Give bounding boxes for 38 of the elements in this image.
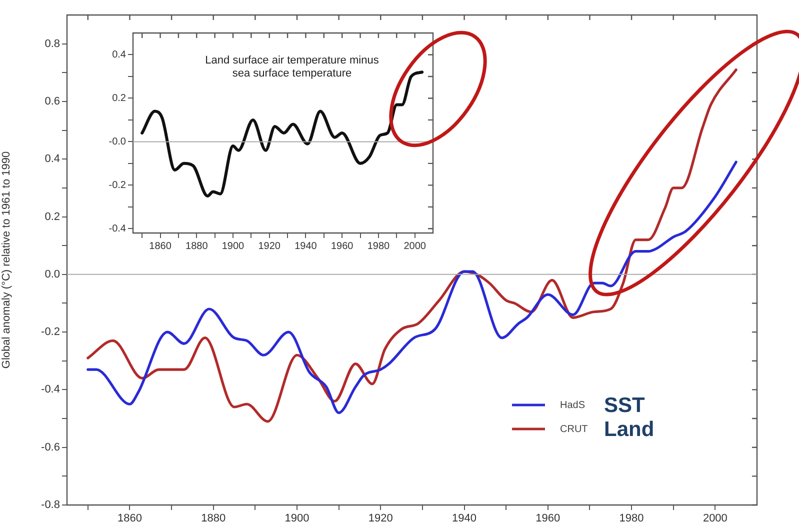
x-tick-label: 1860 — [149, 240, 172, 252]
x-tick-label: 1860 — [117, 512, 142, 523]
x-tick-label: 1900 — [222, 240, 245, 252]
legend-label: CRUT — [560, 424, 588, 435]
x-tick-label: 1960 — [330, 240, 354, 252]
y-tick-label: -0.0 — [108, 136, 126, 148]
x-tick-label: 1880 — [201, 512, 226, 523]
x-tick-label: 1940 — [294, 240, 318, 252]
x-tick-label: 1980 — [367, 240, 390, 252]
x-tick-label: 1920 — [258, 240, 281, 252]
y-tick-label: -0.4 — [41, 384, 60, 396]
y-tick-label: -0.6 — [41, 441, 60, 454]
line-series — [140, 70, 424, 198]
x-tick-label: 1960 — [536, 512, 560, 523]
x-tick-label: 1940 — [452, 512, 477, 523]
x-tick-label: 1880 — [186, 240, 208, 252]
y-tick-label: 0.4 — [44, 153, 60, 166]
y-tick-label: 0.2 — [112, 92, 126, 104]
annotation: SST — [604, 394, 646, 417]
y-tick-label: 0.6 — [44, 96, 60, 108]
text: Land surface air temperature minus sea surface temperature — [205, 54, 380, 80]
line-series — [86, 160, 738, 414]
y-tick-label: 0.4 — [112, 49, 126, 60]
y-tick-label: 0.8 — [44, 38, 60, 50]
x-tick-label: 2000 — [404, 240, 426, 252]
y-tick-label: -0.2 — [41, 326, 60, 338]
annotation: Land — [604, 418, 654, 441]
x-tick-label: 2000 — [702, 512, 728, 523]
x-tick-label: 1900 — [284, 512, 310, 523]
y-tick-label: -0.2 — [108, 180, 126, 191]
y-tick-label: 0.2 — [44, 210, 60, 223]
y-axis-title: Global anomaly (°C) relative to 1961 to 1990 — [0, 151, 13, 369]
x-tick-label: 1920 — [368, 512, 393, 523]
x-tick-label: 1980 — [619, 512, 644, 523]
legend-label: HadS — [560, 400, 586, 411]
y-tick-label: -0.8 — [41, 499, 60, 512]
y-tick-label: 0.0 — [44, 268, 60, 280]
y-tick-label: -0.4 — [108, 223, 126, 234]
